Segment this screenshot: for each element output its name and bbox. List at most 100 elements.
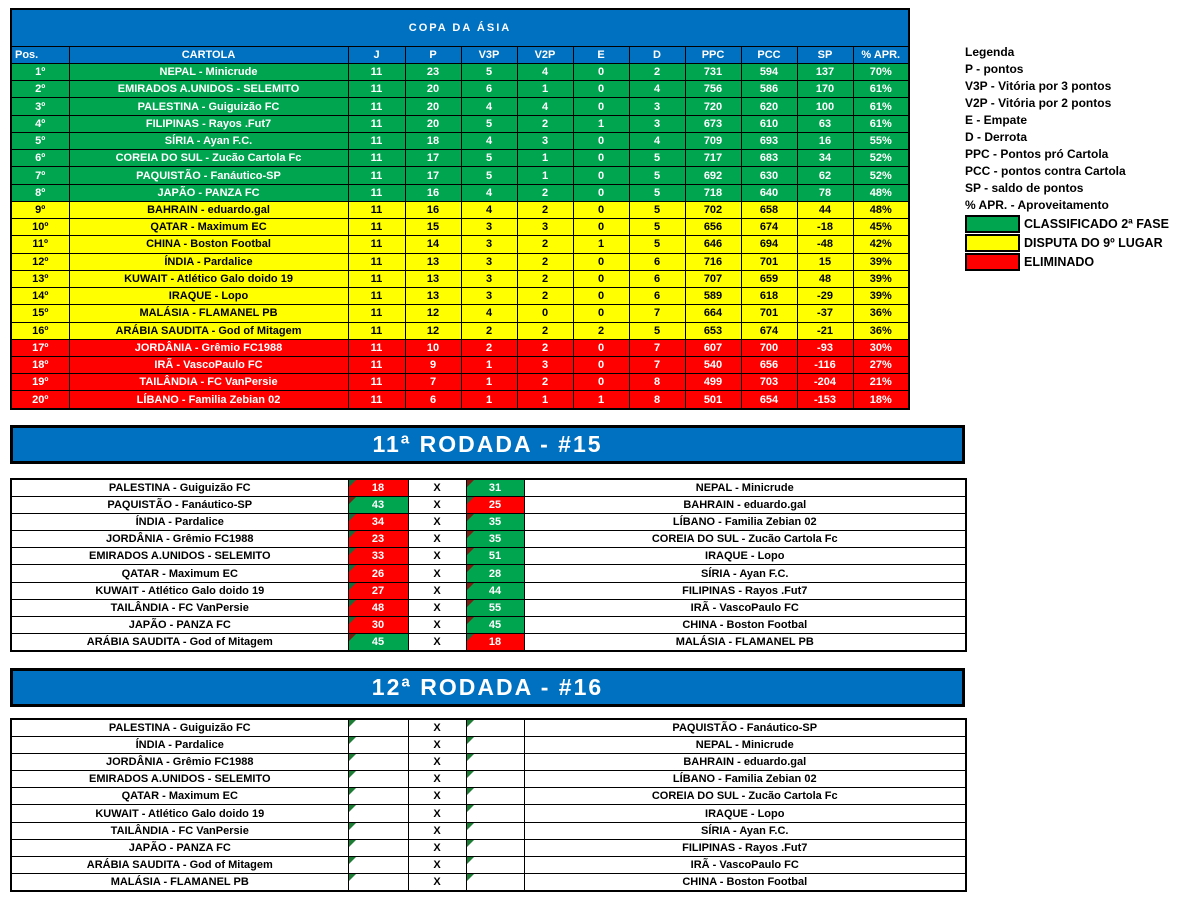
match-home-team: JORDÂNIA - Grêmio FC1988 [10, 753, 349, 772]
match-away-score-cell[interactable] [465, 770, 525, 789]
standings-cell-pos: 15º [10, 304, 70, 323]
standings-cell-p: 17 [404, 166, 462, 185]
standings-cell-ppc: 540 [684, 355, 742, 375]
standings-cell-p: 13 [404, 287, 462, 306]
standings-cell-e: 0 [572, 269, 630, 289]
match-x-separator: X [407, 615, 467, 634]
standings-cell-j: 11 [347, 338, 406, 357]
legend-item: D - Derrota [965, 130, 1028, 144]
match-away-score-cell[interactable] [465, 736, 525, 755]
standings-cell-apr: 52% [852, 166, 910, 185]
match-home-score-cell[interactable] [347, 718, 409, 738]
match-home-team: PALESTINA - Guiguizão FC [10, 718, 349, 738]
standings-cell-j: 11 [347, 166, 406, 185]
match-home-score-cell[interactable] [347, 787, 409, 806]
match-away-score-cell[interactable]: 44 [465, 581, 525, 600]
match-away-score-cell[interactable]: 28 [465, 564, 525, 583]
match-away-score-cell[interactable]: 31 [465, 478, 525, 498]
match-home-score-cell[interactable] [347, 804, 409, 823]
match-x-separator: X [407, 804, 467, 823]
standings-cell-team: PALESTINA - Guiguizão FC [68, 97, 349, 116]
match-home-score-cell[interactable] [347, 770, 409, 789]
match-away-score-cell[interactable]: 55 [465, 598, 525, 617]
standings-cell-sp: -18 [796, 218, 854, 237]
standings-cell-e: 0 [572, 200, 630, 220]
standings-cell-p: 20 [404, 80, 462, 99]
match-away-score-cell[interactable]: 35 [465, 530, 525, 549]
standings-cell-sp: 100 [796, 97, 854, 116]
match-row: TAILÂNDIA - FC VanPersie 48 X 55 IRÃ - Vasco… [10, 598, 967, 617]
match-away-score-cell[interactable] [465, 787, 525, 806]
match-away-score-cell[interactable] [465, 855, 525, 874]
cell-corner-triangle-icon [349, 583, 356, 590]
match-away-score-cell[interactable]: 45 [465, 615, 525, 634]
match-home-score-cell[interactable]: 34 [347, 513, 409, 532]
match-away-score-cell[interactable] [465, 821, 525, 840]
standings-cell-team: KUWAIT - Atlético Galo doido 19 [68, 269, 349, 289]
match-away-score-cell[interactable]: 25 [465, 496, 525, 515]
standings-cell-apr: 42% [852, 235, 910, 254]
column-header-apr: % APR. [852, 46, 910, 64]
match-home-score-cell[interactable] [347, 838, 409, 857]
standings-cell-p: 13 [404, 252, 462, 271]
standings-cell-v2p: 4 [516, 62, 574, 82]
match-home-score-cell[interactable] [347, 736, 409, 755]
standings-cell-v2p: 1 [516, 166, 574, 185]
match-home-score-cell[interactable]: 23 [347, 530, 409, 549]
match-away-score-cell[interactable] [465, 838, 525, 857]
match-home-team: ÍNDIA - Pardalice [10, 736, 349, 755]
legend-item: P - pontos [965, 62, 1024, 76]
match-row: ÍNDIA - Pardalice X NEPAL - Minicrude [10, 736, 967, 755]
match-home-score-cell[interactable]: 26 [347, 564, 409, 583]
standings-title-row: COPA DA ÁSIA [10, 8, 910, 47]
standings-cell-d: 5 [628, 321, 686, 340]
standings-cell-pos: 2º [10, 80, 70, 99]
match-x-separator: X [407, 753, 467, 772]
cell-corner-triangle-icon [467, 600, 474, 607]
match-row: KUWAIT - Atlético Galo doido 19 27 X 44 FILI… [10, 581, 967, 600]
match-x-separator: X [407, 530, 467, 549]
standings-cell-v2p: 3 [516, 355, 574, 375]
column-header-sp: SP [796, 46, 854, 64]
standings-cell-e: 0 [572, 252, 630, 271]
cell-corner-triangle-icon [349, 771, 356, 779]
match-away-score-cell[interactable]: 51 [465, 547, 525, 566]
match-home-score-cell[interactable] [347, 821, 409, 840]
match-home-score-cell[interactable]: 45 [347, 632, 409, 652]
standings-cell-sp: 78 [796, 183, 854, 202]
standings-cell-sp: -153 [796, 390, 854, 410]
match-away-score-cell[interactable]: 35 [465, 513, 525, 532]
match-home-score-cell[interactable] [347, 753, 409, 772]
match-row: PALESTINA - Guiguizão FC 18 X 31 NEPAL - Min… [10, 478, 967, 498]
standings-cell-ppc: 656 [684, 218, 742, 237]
standings-cell-p: 20 [404, 114, 462, 133]
match-away-score-cell[interactable]: 18 [465, 632, 525, 652]
standings-cell-sp: -48 [796, 235, 854, 254]
standings-row: 6º COREIA DO SUL - Zucão Cartola Fc 11 17 5 1… [10, 149, 910, 168]
standings-cell-d: 4 [628, 131, 686, 151]
match-away-score-cell[interactable] [465, 804, 525, 823]
match-away-score-cell[interactable] [465, 872, 525, 892]
match-home-score-cell[interactable]: 27 [347, 581, 409, 600]
cell-corner-triangle-icon [467, 480, 474, 487]
match-home-score-cell[interactable]: 43 [347, 496, 409, 515]
standings-cell-team: COREIA DO SUL - Zucão Cartola Fc [68, 149, 349, 168]
match-home-team: JAPÃO - PANZA FC [10, 615, 349, 634]
match-home-score-cell[interactable] [347, 872, 409, 892]
standings-cell-d: 6 [628, 287, 686, 306]
standings-cell-d: 5 [628, 166, 686, 185]
standings-cell-pos: 14º [10, 287, 70, 306]
match-home-score-cell[interactable]: 18 [347, 478, 409, 498]
match-home-score-cell[interactable]: 48 [347, 598, 409, 617]
match-home-score-cell[interactable] [347, 855, 409, 874]
standings-cell-ppc: 717 [684, 149, 742, 168]
standings-cell-v2p: 0 [516, 304, 574, 323]
match-home-score-cell[interactable]: 33 [347, 547, 409, 566]
standings-cell-team: ARÁBIA SAUDITA - God of Mitagem [68, 321, 349, 340]
match-away-score-cell[interactable] [465, 753, 525, 772]
cell-corner-triangle-icon [467, 857, 474, 864]
match-home-score-cell[interactable]: 30 [347, 615, 409, 634]
standings-row: 18º IRÃ - VascoPaulo FC 11 9 1 3 0 7 540 656 -116 2… [10, 355, 910, 375]
match-away-score-cell[interactable] [465, 718, 525, 738]
match-home-team: JORDÂNIA - Grêmio FC1988 [10, 530, 349, 549]
